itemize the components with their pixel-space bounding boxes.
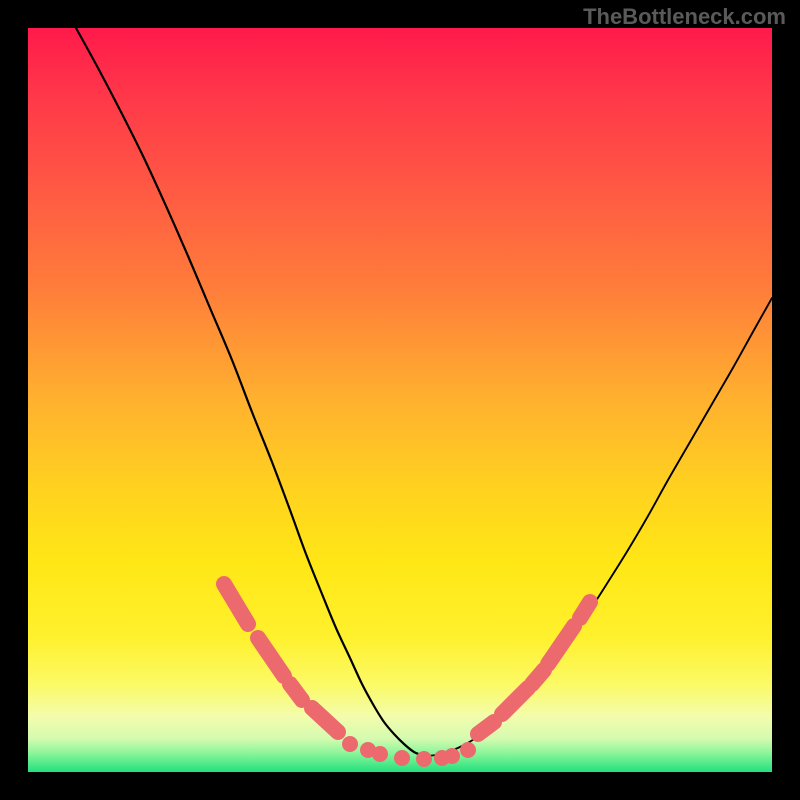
right-lozenge-4: [580, 602, 590, 618]
bottom-dot-7: [460, 742, 476, 758]
left-lozenge-2: [290, 684, 302, 700]
bottom-dot-3: [394, 750, 410, 766]
bottom-dot-0: [342, 736, 358, 752]
bottom-dot-2: [372, 746, 388, 762]
right-lozenge-2: [532, 670, 544, 684]
watermark-text: TheBottleneck.com: [583, 4, 786, 30]
chart-frame: TheBottleneck.com: [0, 0, 800, 800]
gradient-background: [28, 28, 772, 772]
bottleneck-chart-svg: [0, 0, 800, 800]
right-lozenge-0: [478, 722, 494, 734]
bottom-dot-4: [416, 751, 432, 767]
bottom-dot-6: [444, 748, 460, 764]
